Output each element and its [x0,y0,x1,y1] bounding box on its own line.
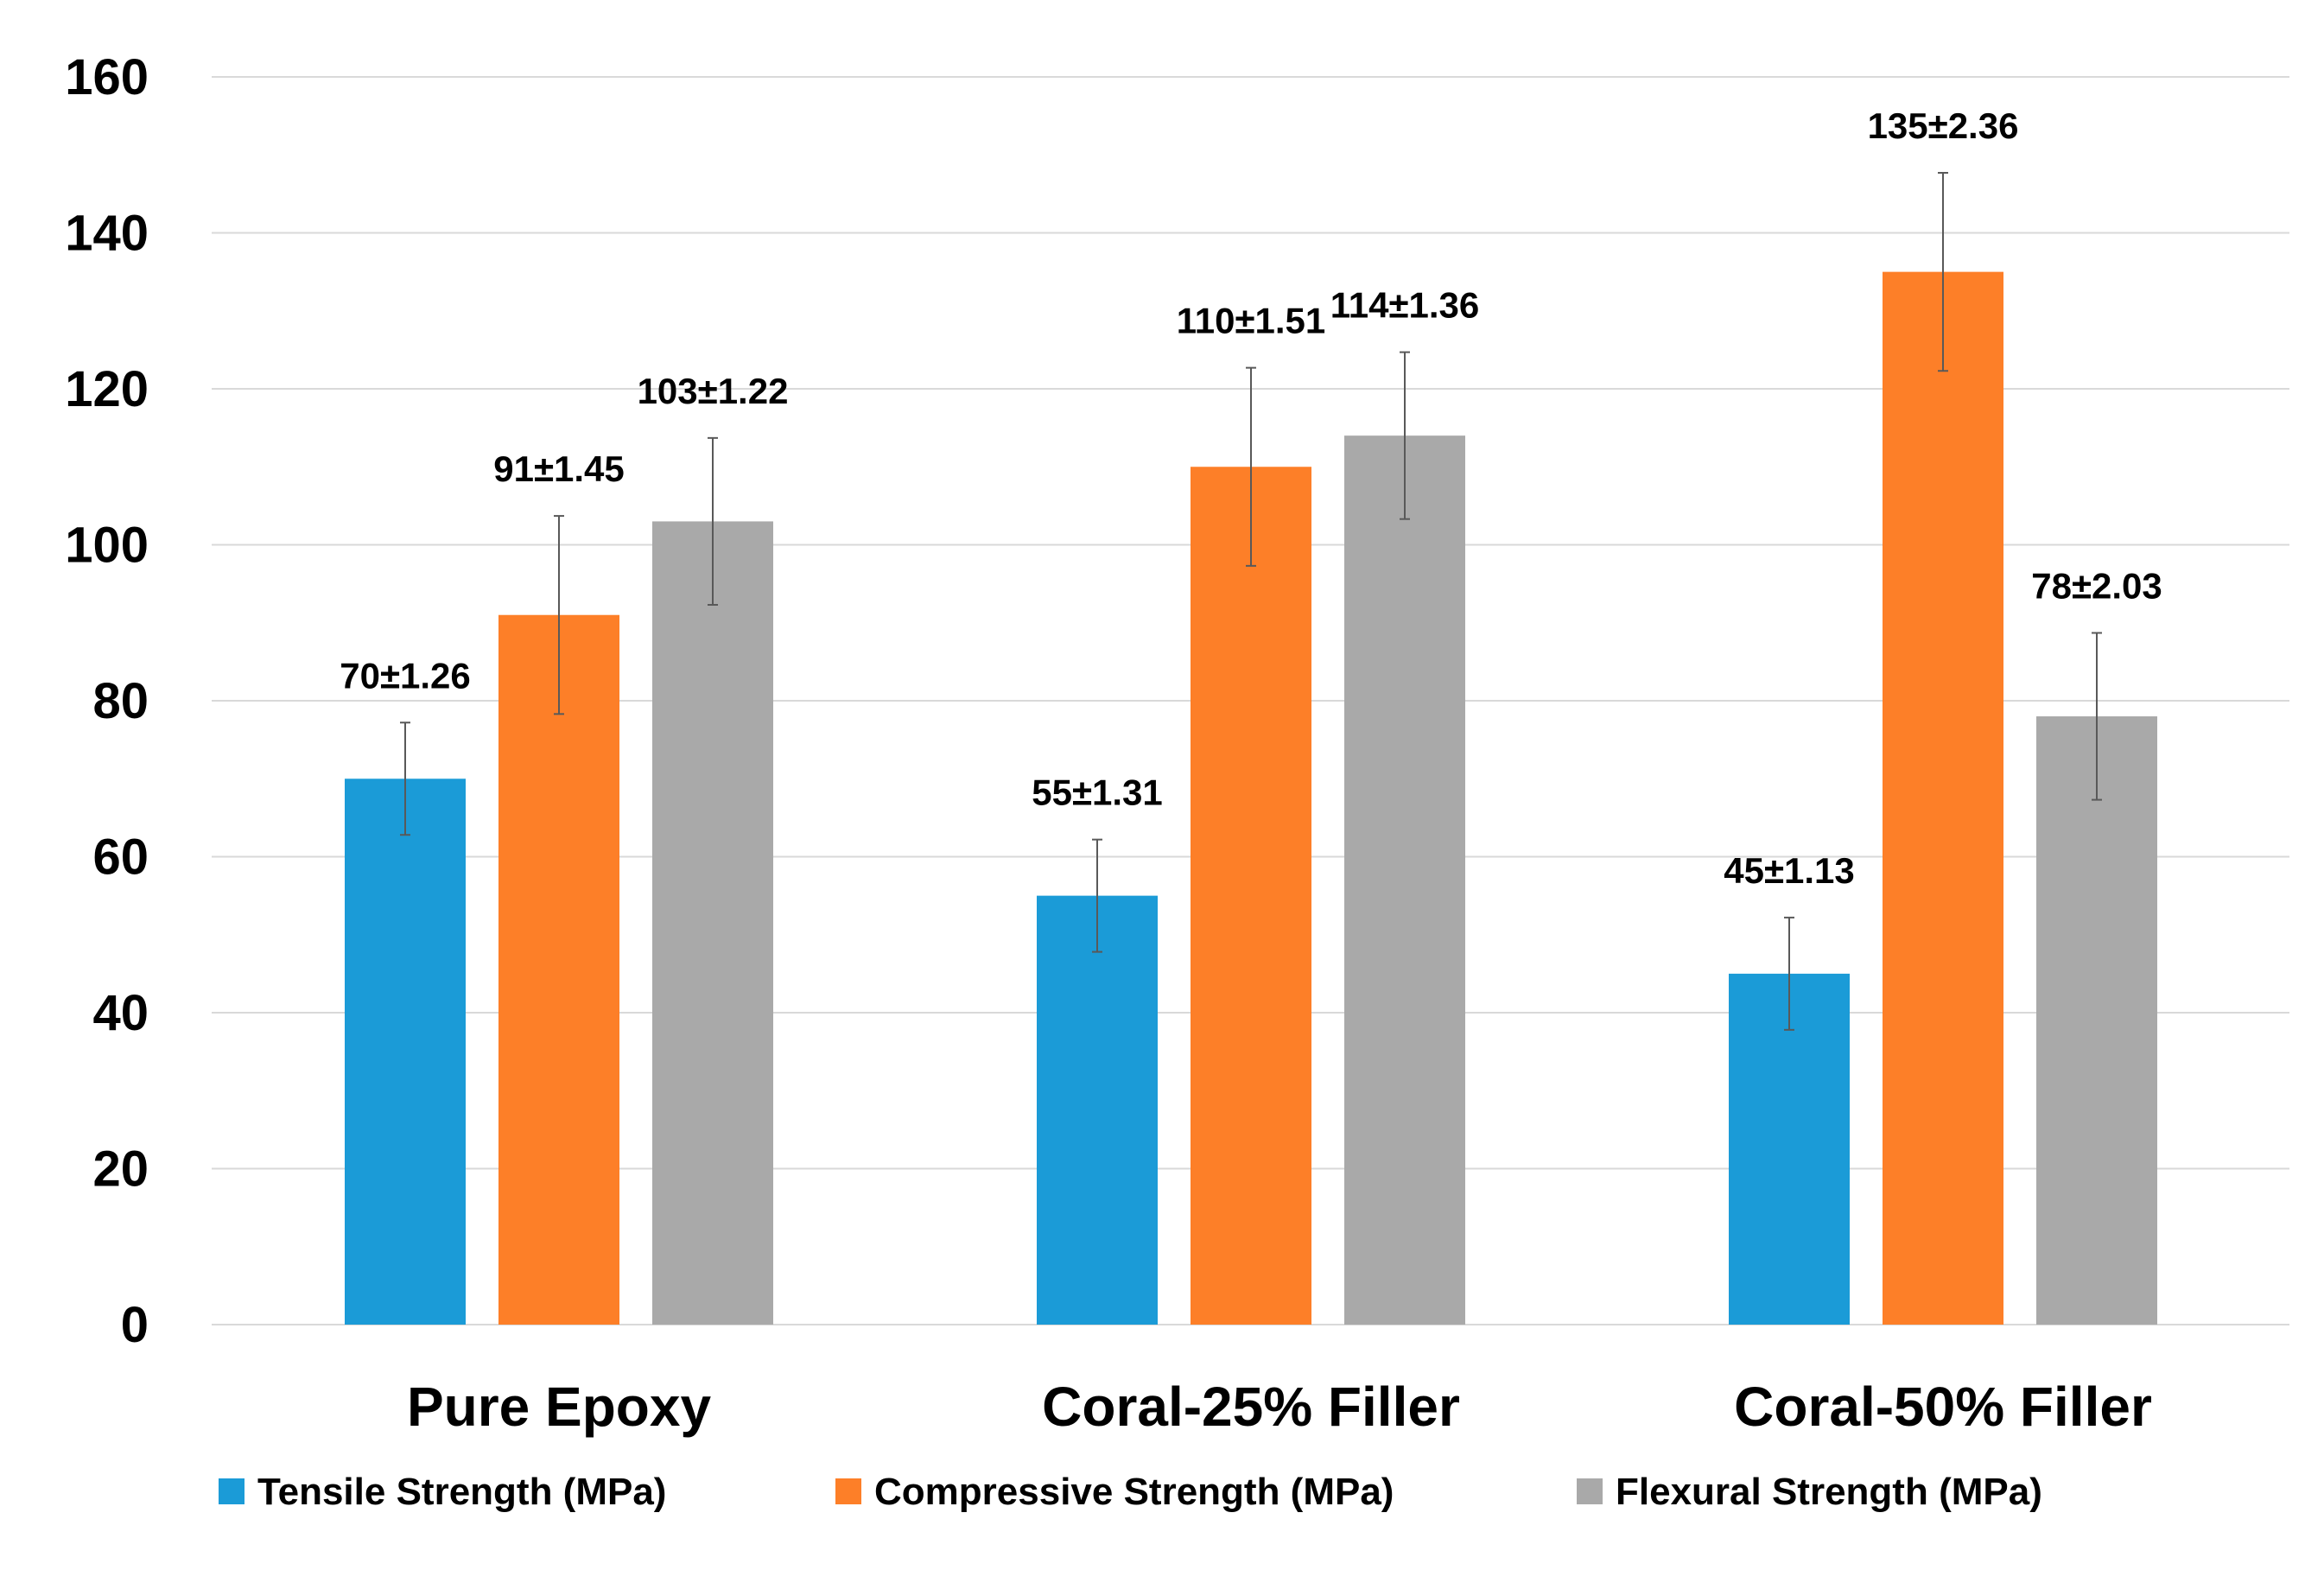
legend-swatch [835,1478,861,1504]
bar [345,779,466,1325]
data-label: 55±1.31 [1032,772,1163,813]
x-tick-label: Pure Epoxy [407,1376,712,1438]
error-bars [400,172,2102,1031]
error-bar [1400,351,1410,520]
y-tick-label: 140 [65,206,149,262]
y-axis-ticks: 0 20 40 60 80 100 120 140 160 [65,49,149,1353]
bar [1729,973,1850,1325]
bar [1037,895,1158,1325]
data-label: 78±2.03 [2031,565,2162,606]
x-tick-label: Coral-25% Filler [1042,1376,1460,1438]
error-bar [1938,172,1948,372]
error-bar [708,436,718,606]
data-labels: 70±1.26 55±1.31 45±1.13 91±1.45 110±1.51 135±… [340,105,2162,891]
legend-item: Tensile Strength (MPa) [219,1471,666,1513]
bar [1883,271,2003,1325]
error-bar [554,515,564,715]
error-bar [1784,916,1794,1031]
y-tick-label: 0 [121,1297,149,1353]
bars [345,271,2157,1325]
bar [1344,435,1465,1325]
data-label: 110±1.51 [1177,301,1326,341]
y-tick-label: 100 [65,518,149,574]
legend: Tensile Strength (MPa) Compressive Streng… [219,1471,2042,1513]
legend-label: Compressive Strength (MPa) [874,1471,1394,1513]
legend-label: Tensile Strength (MPa) [257,1471,666,1513]
error-bar [1092,838,1102,953]
y-tick-label: 80 [92,673,149,729]
bar [1191,467,1311,1325]
x-axis-ticks: Pure Epoxy Coral-25% Filler Coral-50% Fill… [407,1376,2152,1438]
bar [652,521,773,1325]
data-label: 103±1.22 [638,371,789,411]
legend-swatch [1577,1478,1603,1504]
data-label: 91±1.45 [493,448,625,489]
error-bar [1246,366,1256,567]
x-tick-label: Coral-50% Filler [1734,1376,2152,1438]
y-tick-label: 160 [65,49,149,105]
data-label: 114±1.36 [1330,285,1480,326]
legend-item: Compressive Strength (MPa) [835,1471,1394,1513]
y-tick-label: 60 [92,829,149,886]
legend-label: Flexural Strength (MPa) [1616,1471,2042,1513]
data-label: 135±2.36 [1868,105,2019,146]
legend-item: Flexural Strength (MPa) [1577,1471,2042,1513]
data-label: 45±1.13 [1724,850,1855,891]
error-bar [2092,632,2102,801]
data-label: 70±1.26 [340,655,471,696]
error-bar [400,721,410,836]
legend-swatch [219,1478,244,1504]
y-tick-label: 20 [92,1141,149,1198]
bar [2036,716,2157,1325]
y-tick-label: 40 [92,985,149,1041]
y-tick-label: 120 [65,361,149,417]
bar [498,614,619,1325]
